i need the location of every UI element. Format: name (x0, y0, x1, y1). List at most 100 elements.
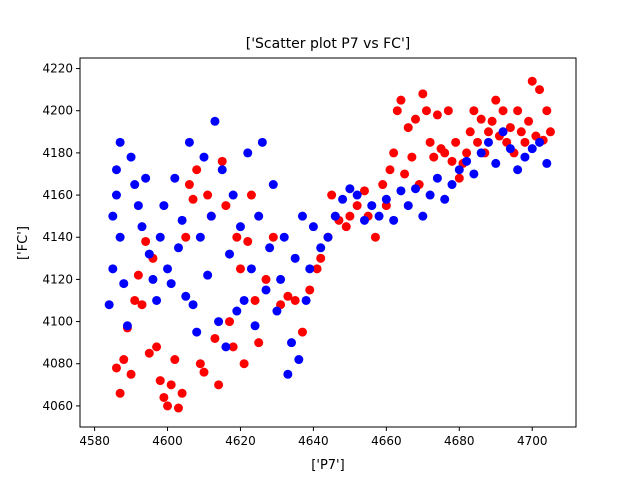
scatter-point (261, 274, 271, 284)
scatter-point (462, 148, 472, 158)
scatter-point (155, 376, 165, 386)
scatter-point (203, 270, 213, 280)
scatter-point (144, 348, 154, 358)
scatter-point (345, 211, 355, 221)
scatter-point (115, 232, 125, 242)
scatter-point (432, 110, 442, 120)
scatter-point (265, 243, 275, 253)
scatter-point (276, 274, 286, 284)
scatter-point (246, 264, 256, 274)
scatter-point (454, 173, 464, 183)
scatter-point (199, 367, 209, 377)
scatter-point (155, 232, 165, 242)
scatter-point (443, 106, 453, 116)
scatter-point (535, 137, 545, 147)
scatter-point (137, 222, 147, 232)
scatter-point (166, 279, 176, 289)
scatter-point (206, 211, 216, 221)
x-tick-label: 4600 (152, 434, 183, 448)
scatter-point (217, 165, 227, 175)
scatter-point (268, 180, 278, 190)
scatter-point (214, 380, 224, 390)
scatter-point (195, 232, 205, 242)
scatter-point (163, 401, 173, 411)
scatter-point (429, 152, 439, 162)
scatter-point (374, 211, 384, 221)
y-tick-label: 4200 (42, 104, 73, 118)
x-axis: 4580 4600 4620 4640 4660 4680 4700 (79, 427, 548, 448)
scatter-point (305, 285, 315, 295)
scatter-point (396, 95, 406, 105)
scatter-point (272, 306, 282, 316)
x-tick-label: 4660 (371, 434, 402, 448)
scatter-point (483, 127, 493, 137)
scatter-point (323, 232, 333, 242)
scatter-point (192, 165, 202, 175)
scatter-point (173, 243, 183, 253)
scatter-point (119, 279, 129, 289)
scatter-point (239, 359, 249, 369)
scatter-point (535, 85, 545, 95)
scatter-point (163, 264, 173, 274)
scatter-point (462, 156, 472, 166)
scatter-point (516, 127, 526, 137)
x-tick-label: 4680 (444, 434, 475, 448)
scatter-point (199, 152, 209, 162)
scatter-point (133, 270, 143, 280)
scatter-point (177, 388, 187, 398)
scatter-point (243, 236, 253, 246)
scatter-point (359, 215, 369, 225)
scatter-point (370, 232, 380, 242)
scatter-point (505, 123, 515, 133)
scatter-point (137, 300, 147, 310)
scatter-point (170, 173, 180, 183)
y-tick-label: 4180 (42, 146, 73, 160)
scatter-point (542, 158, 552, 168)
scatter-point (268, 232, 278, 242)
scatter-point (254, 338, 264, 348)
scatter-point (195, 359, 205, 369)
plot-frame (79, 57, 577, 428)
scatter-point (385, 165, 395, 175)
scatter-point (411, 184, 421, 194)
scatter-point (115, 388, 125, 398)
scatter-point (513, 165, 523, 175)
scatter-point (367, 201, 377, 211)
scatter-point (476, 148, 486, 158)
x-tick-label: 4640 (298, 434, 329, 448)
scatter-point (513, 106, 523, 116)
scatter-point (141, 173, 151, 183)
scatter-point (440, 148, 450, 158)
scatter-point (235, 264, 245, 274)
scatter-point (287, 338, 297, 348)
scatter-point (232, 306, 242, 316)
scatter-point (396, 186, 406, 196)
scatter-point (148, 274, 158, 284)
scatter-point (473, 137, 483, 147)
scatter-point (141, 236, 151, 246)
y-tick-label: 4140 (42, 230, 73, 244)
scatter-point (469, 106, 479, 116)
scatter-point (239, 295, 249, 305)
scatter-point (378, 180, 388, 190)
scatter-point (111, 190, 121, 200)
scatter-point (469, 169, 479, 179)
scatter-point (447, 180, 457, 190)
scatter-point (210, 333, 220, 343)
scatter-point (403, 123, 413, 133)
scatter-point (235, 222, 245, 232)
scatter-point (527, 76, 537, 86)
scatter-point (184, 137, 194, 147)
y-tick-label: 4100 (42, 315, 73, 329)
scatter-point (250, 295, 260, 305)
scatter-point (381, 194, 391, 204)
scatter-point (432, 173, 442, 183)
scatter-point (257, 137, 267, 147)
scatter-point (170, 355, 180, 365)
scatter-point (465, 127, 475, 137)
x-tick-label: 4580 (79, 434, 110, 448)
x-tick-label: 4620 (225, 434, 256, 448)
scatter-point (403, 201, 413, 211)
